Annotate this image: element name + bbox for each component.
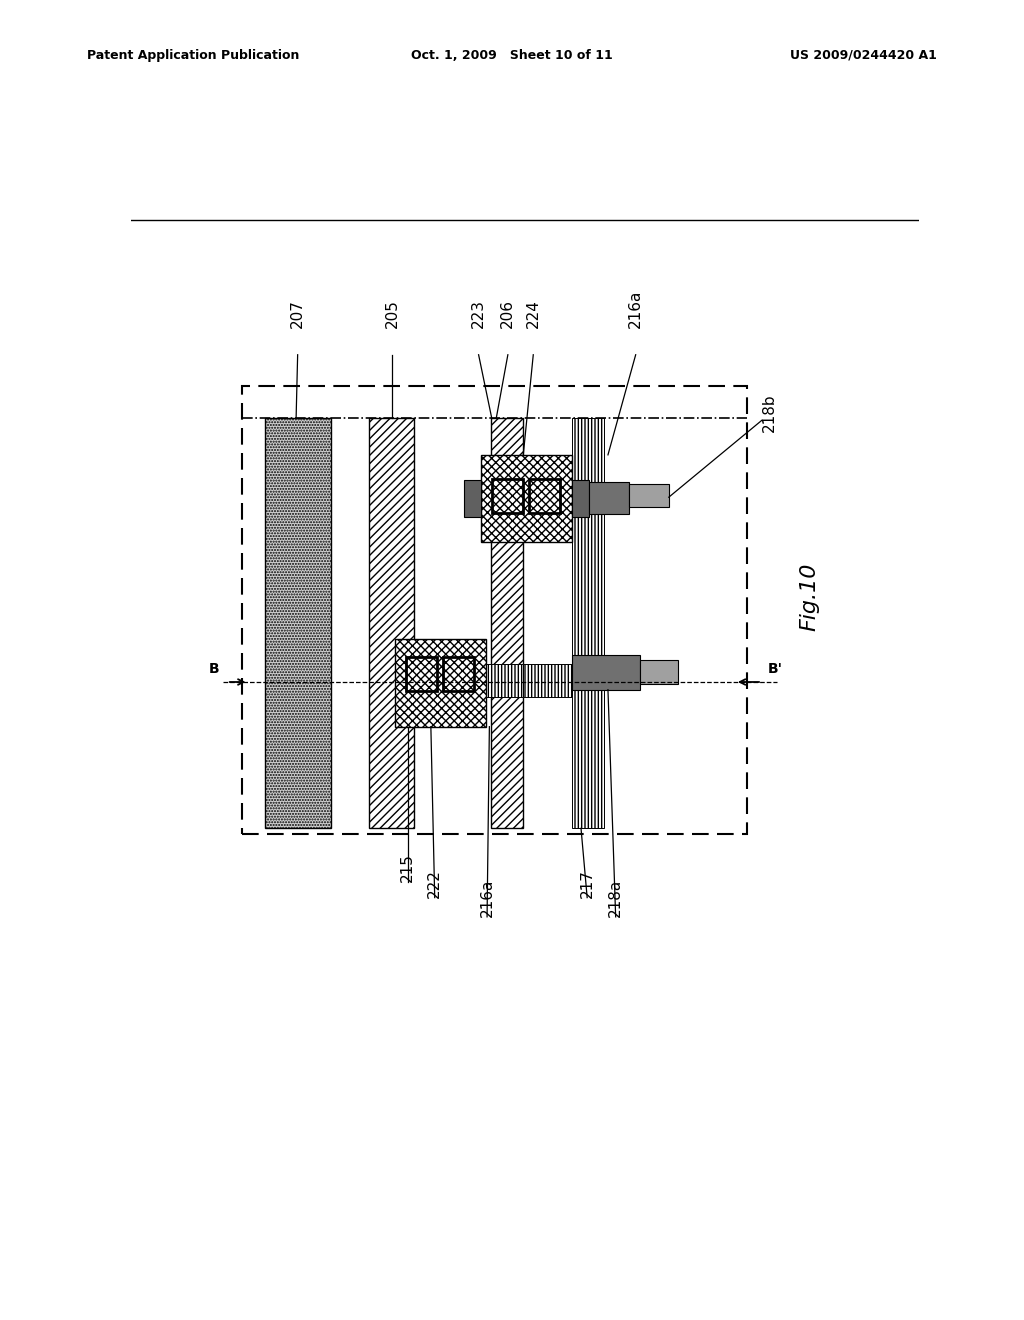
Text: 217: 217	[580, 869, 595, 898]
Text: B': B'	[767, 661, 782, 676]
Bar	[490, 418, 523, 829]
Text: 215: 215	[400, 853, 416, 882]
Bar	[407, 657, 437, 692]
Text: US 2009/0244420 A1: US 2009/0244420 A1	[791, 49, 937, 62]
Bar	[571, 480, 589, 517]
Text: Oct. 1, 2009   Sheet 10 of 11: Oct. 1, 2009 Sheet 10 of 11	[411, 49, 613, 62]
Text: B: B	[209, 661, 219, 676]
Bar	[486, 664, 523, 697]
Bar	[443, 657, 474, 692]
Text: Fig.10: Fig.10	[800, 564, 819, 631]
Text: 207: 207	[290, 298, 305, 327]
Text: 224: 224	[525, 298, 541, 327]
Bar	[629, 484, 669, 507]
Text: 223: 223	[471, 298, 486, 327]
Text: 205: 205	[385, 298, 399, 327]
Text: 216a: 216a	[628, 289, 643, 327]
Text: 218a: 218a	[608, 879, 624, 917]
Text: Patent Application Publication: Patent Application Publication	[87, 49, 299, 62]
Bar	[523, 664, 571, 697]
Bar	[481, 455, 571, 543]
Bar	[464, 480, 481, 517]
Text: 216a: 216a	[479, 879, 495, 917]
Bar	[571, 418, 604, 829]
Bar	[640, 660, 678, 684]
Bar	[493, 479, 523, 512]
Bar	[571, 655, 640, 689]
Text: 222: 222	[427, 869, 442, 898]
Bar	[395, 639, 486, 726]
Bar	[265, 418, 331, 829]
Bar	[370, 418, 414, 829]
Bar	[243, 385, 746, 834]
Bar	[589, 482, 629, 515]
Bar	[529, 479, 560, 512]
Text: 206: 206	[501, 298, 515, 327]
Text: 218b: 218b	[762, 393, 777, 432]
